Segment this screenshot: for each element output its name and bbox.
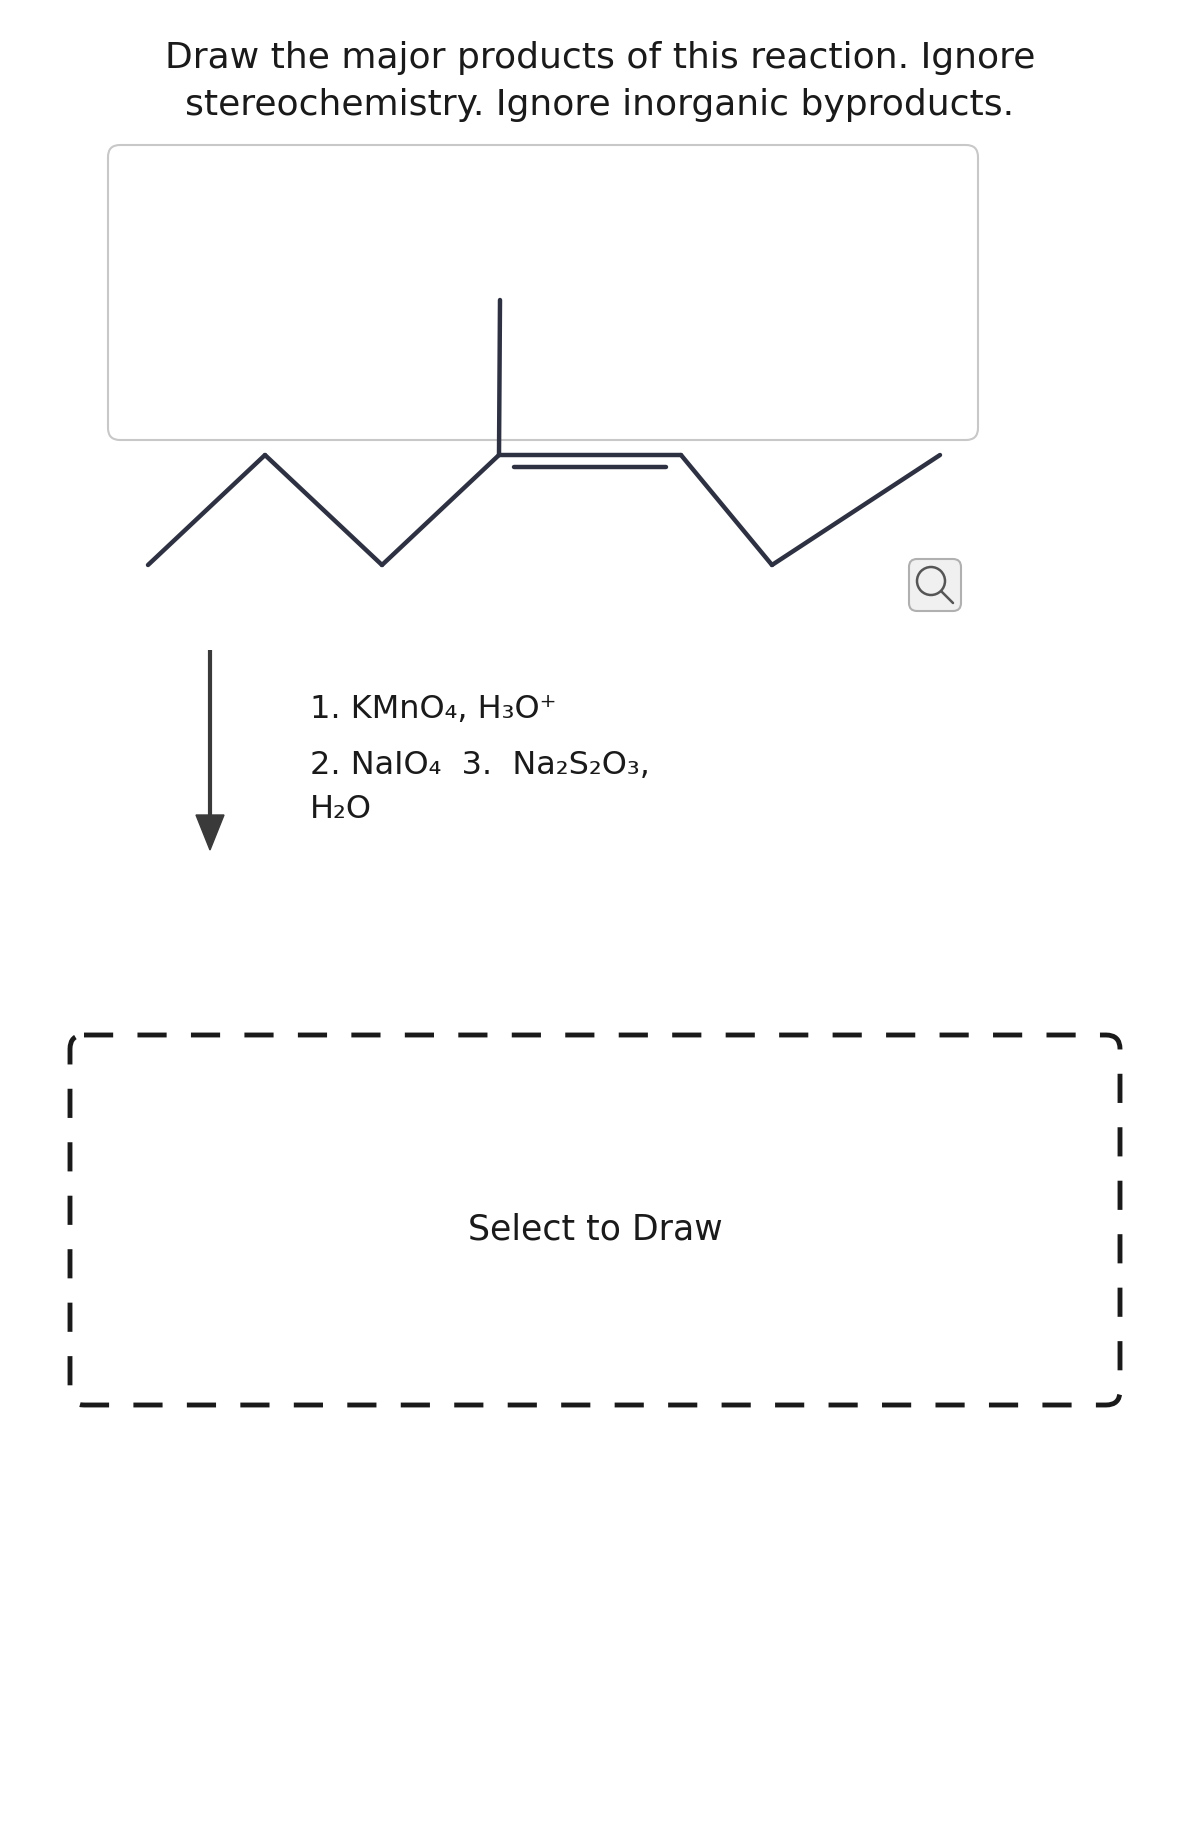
- Polygon shape: [196, 815, 224, 850]
- Text: Select to Draw: Select to Draw: [468, 1214, 722, 1247]
- Text: stereochemistry. Ignore inorganic byproducts.: stereochemistry. Ignore inorganic byprod…: [186, 88, 1014, 121]
- FancyBboxPatch shape: [910, 558, 961, 611]
- FancyBboxPatch shape: [70, 1036, 1120, 1405]
- Text: H₂O: H₂O: [310, 795, 372, 826]
- Text: Draw the major products of this reaction. Ignore: Draw the major products of this reaction…: [164, 40, 1036, 75]
- Text: 2. NaIO₄  3.  Na₂S₂O₃,: 2. NaIO₄ 3. Na₂S₂O₃,: [310, 749, 650, 780]
- Text: 1. KMnO₄, H₃O⁺: 1. KMnO₄, H₃O⁺: [310, 694, 557, 725]
- FancyBboxPatch shape: [108, 145, 978, 441]
